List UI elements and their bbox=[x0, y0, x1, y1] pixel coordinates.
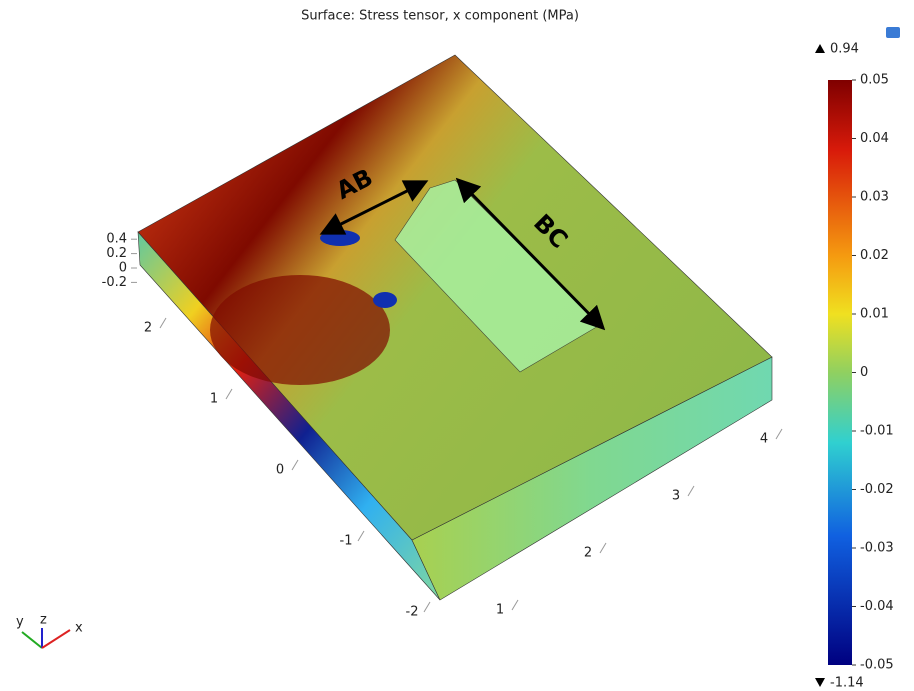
axis-tick-label: -2 bbox=[406, 605, 419, 620]
axis-tick bbox=[688, 486, 694, 496]
min-marker bbox=[815, 678, 825, 687]
axis-tick-label: -0.2 bbox=[102, 275, 127, 290]
axis-tick-label: 2 bbox=[144, 321, 152, 336]
axis-tick bbox=[292, 460, 298, 470]
axis-tick bbox=[226, 389, 232, 399]
colorbar-tick-label: -0.05 bbox=[860, 658, 894, 673]
chart-title: Surface: Stress tensor, x component (MPa… bbox=[301, 9, 579, 24]
chart: Surface: Stress tensor, x component (MPa… bbox=[0, 0, 914, 691]
cold-spot bbox=[373, 292, 397, 308]
colorbar-tick-label: 0.05 bbox=[860, 73, 889, 88]
axis-tick-label: 0.2 bbox=[106, 246, 127, 261]
colorbar-tick-label: 0.02 bbox=[860, 248, 889, 263]
axis-tick-label: 4 bbox=[760, 432, 768, 447]
axis-tick-label: 0.4 bbox=[106, 232, 127, 247]
colorbar-tick-label: -0.02 bbox=[860, 482, 894, 497]
axis-tick-label: -1 bbox=[340, 534, 353, 549]
colorbar-tick-label: 0.04 bbox=[860, 131, 889, 146]
colorbar-tick-label: 0.01 bbox=[860, 307, 889, 322]
axis-tick bbox=[512, 600, 518, 610]
max-marker bbox=[815, 44, 825, 53]
axis-tick-label: 0 bbox=[119, 261, 127, 276]
colorbar-tick-label: 0.03 bbox=[860, 190, 889, 205]
min-label: -1.14 bbox=[830, 676, 864, 691]
colorbar-tick-label: 0 bbox=[860, 365, 868, 380]
colorbar bbox=[828, 80, 852, 665]
axis-tick-label: 0 bbox=[276, 463, 284, 478]
axis-tick bbox=[776, 429, 782, 439]
colorbar-tick-label: -0.04 bbox=[860, 599, 894, 614]
hot-region bbox=[210, 275, 390, 385]
triad-label: x bbox=[75, 621, 83, 636]
triad-label: z bbox=[40, 613, 47, 628]
icon[interactable] bbox=[886, 27, 900, 38]
axis-tick-label: 3 bbox=[672, 489, 680, 504]
block: AB BC bbox=[138, 55, 772, 600]
max-label: 0.94 bbox=[830, 42, 859, 57]
axis-tick-label: 2 bbox=[584, 546, 592, 561]
triad-label: y bbox=[16, 615, 24, 630]
axis-tick bbox=[160, 318, 166, 328]
axis-tick bbox=[424, 602, 430, 612]
axis-tick bbox=[358, 531, 364, 541]
triad: y z x bbox=[16, 613, 83, 649]
axis-tick bbox=[600, 543, 606, 553]
axis-tick-label: 1 bbox=[210, 392, 218, 407]
axis-tick-label: 1 bbox=[496, 603, 504, 618]
colorbar-tick-label: -0.03 bbox=[860, 541, 894, 556]
colorbar-tick-label: -0.01 bbox=[860, 424, 894, 439]
